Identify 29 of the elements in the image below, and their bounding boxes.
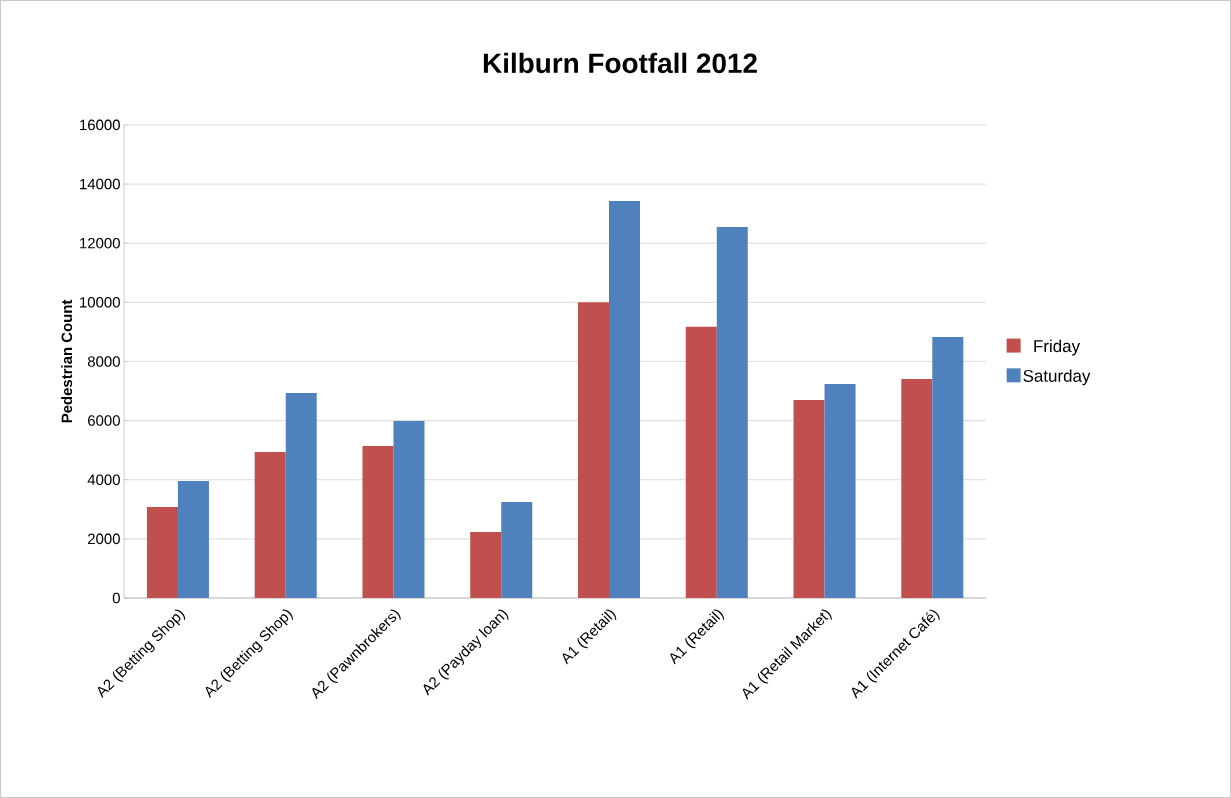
bar (609, 200, 641, 599)
bar (901, 378, 933, 599)
y-tick-label: 16000 (80, 119, 120, 131)
bar (146, 506, 178, 599)
y-tick-label: 8000 (87, 356, 120, 367)
y-tick-label: 14000 (80, 178, 120, 190)
bar (285, 393, 317, 599)
bar (578, 302, 609, 599)
y-axis-title: Pedestrian Count (61, 299, 73, 423)
legend-label: Friday (1034, 339, 1081, 356)
bar (393, 420, 425, 599)
bar (501, 501, 533, 599)
y-tick-label: 6000 (88, 415, 120, 426)
y-tick-label: 0 (112, 592, 120, 604)
y-tick-label: 12000 (80, 237, 120, 249)
y-tick-label: 2000 (88, 533, 120, 545)
bar (254, 451, 286, 599)
bar (793, 399, 825, 599)
chart-title: Kilburn Footfall 2012 (483, 52, 757, 74)
bar (362, 446, 394, 599)
bar (177, 480, 209, 599)
bar (470, 532, 502, 599)
bar (716, 226, 748, 599)
y-tick-label: 4000 (87, 474, 120, 486)
y-tick-label: 10000 (80, 297, 120, 308)
bar (824, 383, 856, 599)
legend-label: Saturday (1023, 369, 1091, 386)
bar (685, 326, 717, 599)
bar (932, 336, 964, 599)
